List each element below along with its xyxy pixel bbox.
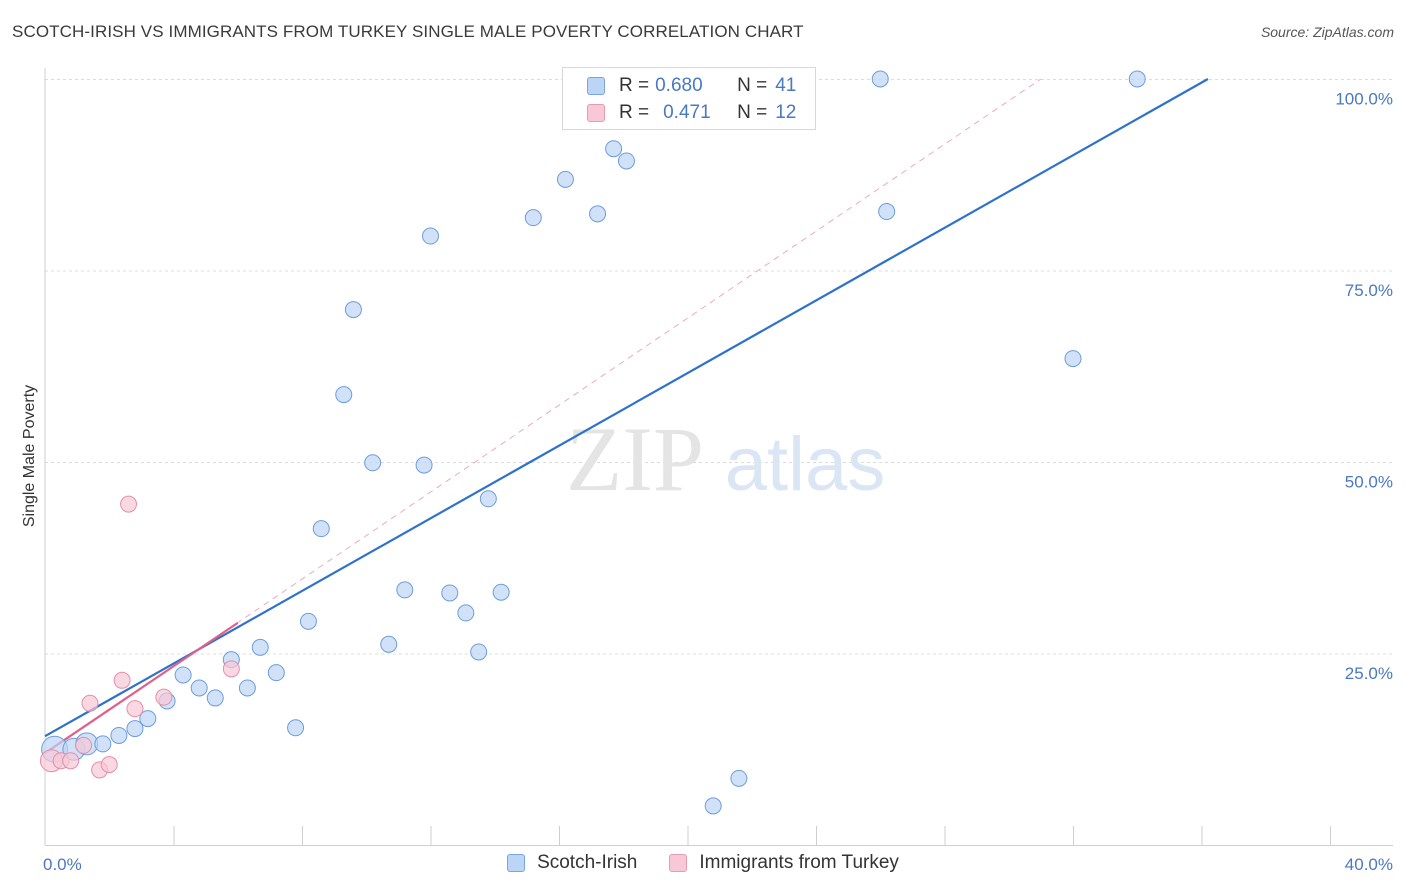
point-scotch-irish	[312, 520, 330, 538]
series-legend-item-scotch-irish[interactable]: Scotch-Irish	[507, 852, 637, 874]
chart-title: SCOTCH-IRISH VS IMMIGRANTS FROM TURKEY S…	[12, 22, 804, 41]
legend-r-value: 0.680	[655, 75, 703, 96]
trend-lines	[44, 78, 1209, 754]
grid-lines	[45, 79, 1393, 655]
point-scotch-irish	[335, 386, 353, 404]
point-turkey	[75, 736, 93, 754]
legend-n-label: N =	[737, 102, 768, 123]
point-turkey	[100, 756, 118, 774]
point-scotch-irish	[479, 490, 497, 508]
point-turkey	[113, 671, 131, 689]
point-scotch-irish	[267, 664, 285, 682]
point-scotch-irish	[617, 152, 635, 170]
point-scotch-irish	[730, 769, 748, 787]
point-scotch-irish	[139, 710, 157, 728]
series-swatch-turkey	[669, 854, 688, 872]
point-scotch-irish	[589, 205, 607, 223]
y-tick-label: 75.0%	[1345, 281, 1393, 300]
point-scotch-irish	[704, 797, 722, 815]
point-turkey	[126, 700, 144, 718]
point-scotch-irish	[380, 635, 398, 653]
point-turkey	[120, 495, 138, 513]
point-scotch-irish	[110, 726, 128, 744]
point-scotch-irish	[492, 583, 510, 601]
point-turkey	[62, 752, 80, 770]
series-legend-item-turkey[interactable]: Immigrants from Turkey	[669, 852, 899, 874]
x-tick-label-max: 40.0%	[1345, 855, 1393, 874]
point-scotch-irish	[524, 209, 542, 227]
legend-row-turkey: R = 0.471 N = 12	[587, 101, 796, 125]
series-label-turkey: Immigrants from Turkey	[699, 852, 899, 873]
y-tick-label: 100.0%	[1335, 90, 1393, 109]
point-scotch-irish	[94, 735, 112, 753]
point-scotch-irish	[871, 70, 889, 88]
point-scotch-irish	[415, 456, 433, 474]
point-scotch-irish	[190, 679, 208, 697]
legend-r-value: 0.471	[663, 102, 711, 123]
point-scotch-irish	[396, 581, 414, 599]
axes	[44, 68, 1393, 846]
point-turkey	[155, 688, 173, 706]
legend-n-value: 12	[775, 102, 797, 123]
point-scotch-irish	[422, 227, 439, 245]
point-turkey	[222, 660, 240, 678]
point-scotch-irish	[238, 679, 256, 697]
point-scotch-irish	[878, 203, 896, 221]
point-scotch-irish	[1064, 350, 1082, 368]
point-turkey	[81, 694, 99, 712]
y-tick-label: 25.0%	[1345, 664, 1393, 683]
point-scotch-irish	[126, 720, 144, 738]
point-scotch-irish	[441, 584, 459, 602]
series-swatch-scotch-irish	[507, 854, 526, 872]
y-tick-label: 50.0%	[1345, 473, 1393, 492]
watermark-atlas: atlas	[725, 422, 886, 507]
correlation-legend: R = 0.680 N = 41 R = 0.471 N = 12	[562, 67, 816, 130]
point-scotch-irish	[287, 719, 305, 737]
legend-row-scotch-irish: R = 0.680 N = 41	[587, 74, 796, 98]
series-label-scotch-irish: Scotch-Irish	[537, 852, 638, 873]
data-points	[39, 70, 1146, 815]
trend-line-turkey	[44, 621, 239, 754]
point-scotch-irish	[251, 638, 269, 656]
point-scotch-irish	[299, 612, 317, 630]
source-credit: Source: ZipAtlas.com	[1260, 24, 1394, 40]
watermark-zip: ZIP	[566, 408, 704, 510]
legend-swatch-turkey	[587, 104, 605, 122]
trend-line-scotch-irish	[44, 78, 1209, 738]
point-scotch-irish	[556, 170, 574, 188]
point-scotch-irish	[1128, 70, 1146, 88]
legend-n-value: 41	[775, 75, 797, 96]
legend-r-label: R =	[619, 102, 650, 123]
legend-r-label: R =	[619, 75, 650, 96]
point-scotch-irish	[364, 454, 382, 472]
point-scotch-irish	[470, 643, 488, 661]
legend-swatch-scotch-irish	[587, 77, 605, 95]
y-axis-label: Single Male Poverty	[21, 385, 38, 527]
point-scotch-irish	[174, 666, 192, 684]
legend-n-label: N =	[737, 75, 768, 96]
point-scotch-irish	[457, 604, 475, 622]
point-scotch-irish	[605, 140, 623, 158]
tick-labels: 25.0% 50.0% 75.0% 100.0% 0.0% 40.0%	[43, 90, 1393, 875]
series-legend: Scotch-Irish Immigrants from Turkey	[0, 852, 1406, 874]
point-scotch-irish	[344, 301, 362, 319]
point-scotch-irish	[206, 689, 224, 707]
x-tick-label-min: 0.0%	[43, 855, 82, 874]
